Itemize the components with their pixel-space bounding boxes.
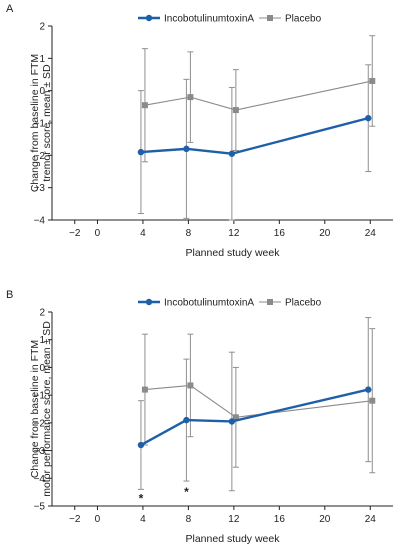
data-point bbox=[369, 397, 376, 404]
data-point bbox=[187, 94, 194, 101]
x-tick-label: 4 bbox=[140, 514, 146, 525]
x-axis-label: Planned study week bbox=[186, 247, 281, 259]
y-tick-label: −1 bbox=[34, 391, 46, 402]
legend-swatch-marker bbox=[267, 299, 273, 305]
y-tick-label: −3 bbox=[34, 183, 46, 194]
y-tick-label: 1 bbox=[39, 54, 45, 65]
x-tick-label: 16 bbox=[274, 228, 286, 239]
y-tick-label: −4 bbox=[34, 216, 46, 227]
x-tick-label: 8 bbox=[186, 514, 192, 525]
x-tick-label: 16 bbox=[274, 514, 286, 525]
x-tick-label: 24 bbox=[365, 514, 377, 525]
y-tick-label: 2 bbox=[39, 308, 45, 319]
x-tick-label: 0 bbox=[95, 514, 101, 525]
legend-swatch-marker bbox=[145, 14, 153, 22]
y-tick-label: −1 bbox=[34, 119, 46, 130]
data-point bbox=[369, 77, 376, 84]
data-point bbox=[137, 148, 145, 156]
legend-label: IncobotulinumtoxinA bbox=[164, 298, 254, 309]
legend-label: Placebo bbox=[285, 14, 322, 25]
data-point bbox=[365, 386, 372, 393]
significance-marker: * bbox=[184, 485, 189, 499]
x-tick-label: 12 bbox=[228, 228, 240, 239]
y-tick-label: −4 bbox=[34, 474, 46, 485]
data-point bbox=[232, 107, 239, 114]
legend-label: IncobotulinumtoxinA bbox=[164, 14, 254, 25]
data-point bbox=[183, 145, 190, 153]
legend-swatch-marker bbox=[145, 298, 153, 306]
legend-swatch-marker bbox=[267, 15, 273, 21]
data-point bbox=[228, 418, 236, 425]
series-line-incobotulinumtoxina bbox=[140, 116, 369, 155]
x-tick-label: 20 bbox=[319, 228, 331, 239]
x-tick-label: −2 bbox=[69, 228, 81, 239]
x-axis-label: Planned study week bbox=[186, 533, 281, 545]
legend-label: Placebo bbox=[285, 298, 322, 309]
data-point bbox=[187, 382, 194, 389]
y-axis-label-line-1: Change from baseline in FTM bbox=[29, 54, 41, 192]
series-line-incobotulinumtoxina bbox=[140, 388, 369, 447]
y-tick-label: 0 bbox=[39, 363, 45, 374]
data-point bbox=[137, 441, 145, 449]
x-tick-label: 0 bbox=[95, 228, 101, 239]
series-line-placebo bbox=[144, 384, 373, 418]
x-tick-label: 8 bbox=[186, 228, 192, 239]
y-axis-label-line-1: Change from baseline in FTM bbox=[29, 340, 41, 478]
y-tick-label: −2 bbox=[34, 418, 46, 429]
significance-marker: * bbox=[139, 492, 144, 506]
panel-label: B bbox=[6, 289, 13, 301]
y-tick-label: 2 bbox=[39, 22, 45, 33]
x-tick-label: 12 bbox=[228, 514, 240, 525]
data-point bbox=[141, 386, 148, 393]
x-tick-label: 24 bbox=[365, 228, 377, 239]
data-point bbox=[365, 114, 372, 122]
data-point bbox=[232, 414, 239, 421]
y-tick-label: 0 bbox=[39, 86, 45, 97]
data-point bbox=[183, 416, 190, 424]
x-tick-label: −2 bbox=[69, 514, 81, 525]
panel-label: A bbox=[6, 3, 14, 15]
x-tick-label: 20 bbox=[319, 514, 331, 525]
y-tick-label: −3 bbox=[34, 446, 46, 457]
y-tick-label: 1 bbox=[39, 335, 45, 346]
series-line-placebo bbox=[144, 80, 373, 111]
data-point bbox=[228, 150, 236, 157]
y-tick-label: −5 bbox=[34, 502, 46, 513]
y-axis-label-line-2: tremor score, mean ± SD bbox=[41, 64, 53, 182]
y-axis-label-line-2: motor performance score, mean ± SD bbox=[41, 321, 53, 497]
y-tick-label: −2 bbox=[34, 151, 46, 162]
x-tick-label: 4 bbox=[140, 228, 146, 239]
data-point bbox=[141, 102, 148, 109]
